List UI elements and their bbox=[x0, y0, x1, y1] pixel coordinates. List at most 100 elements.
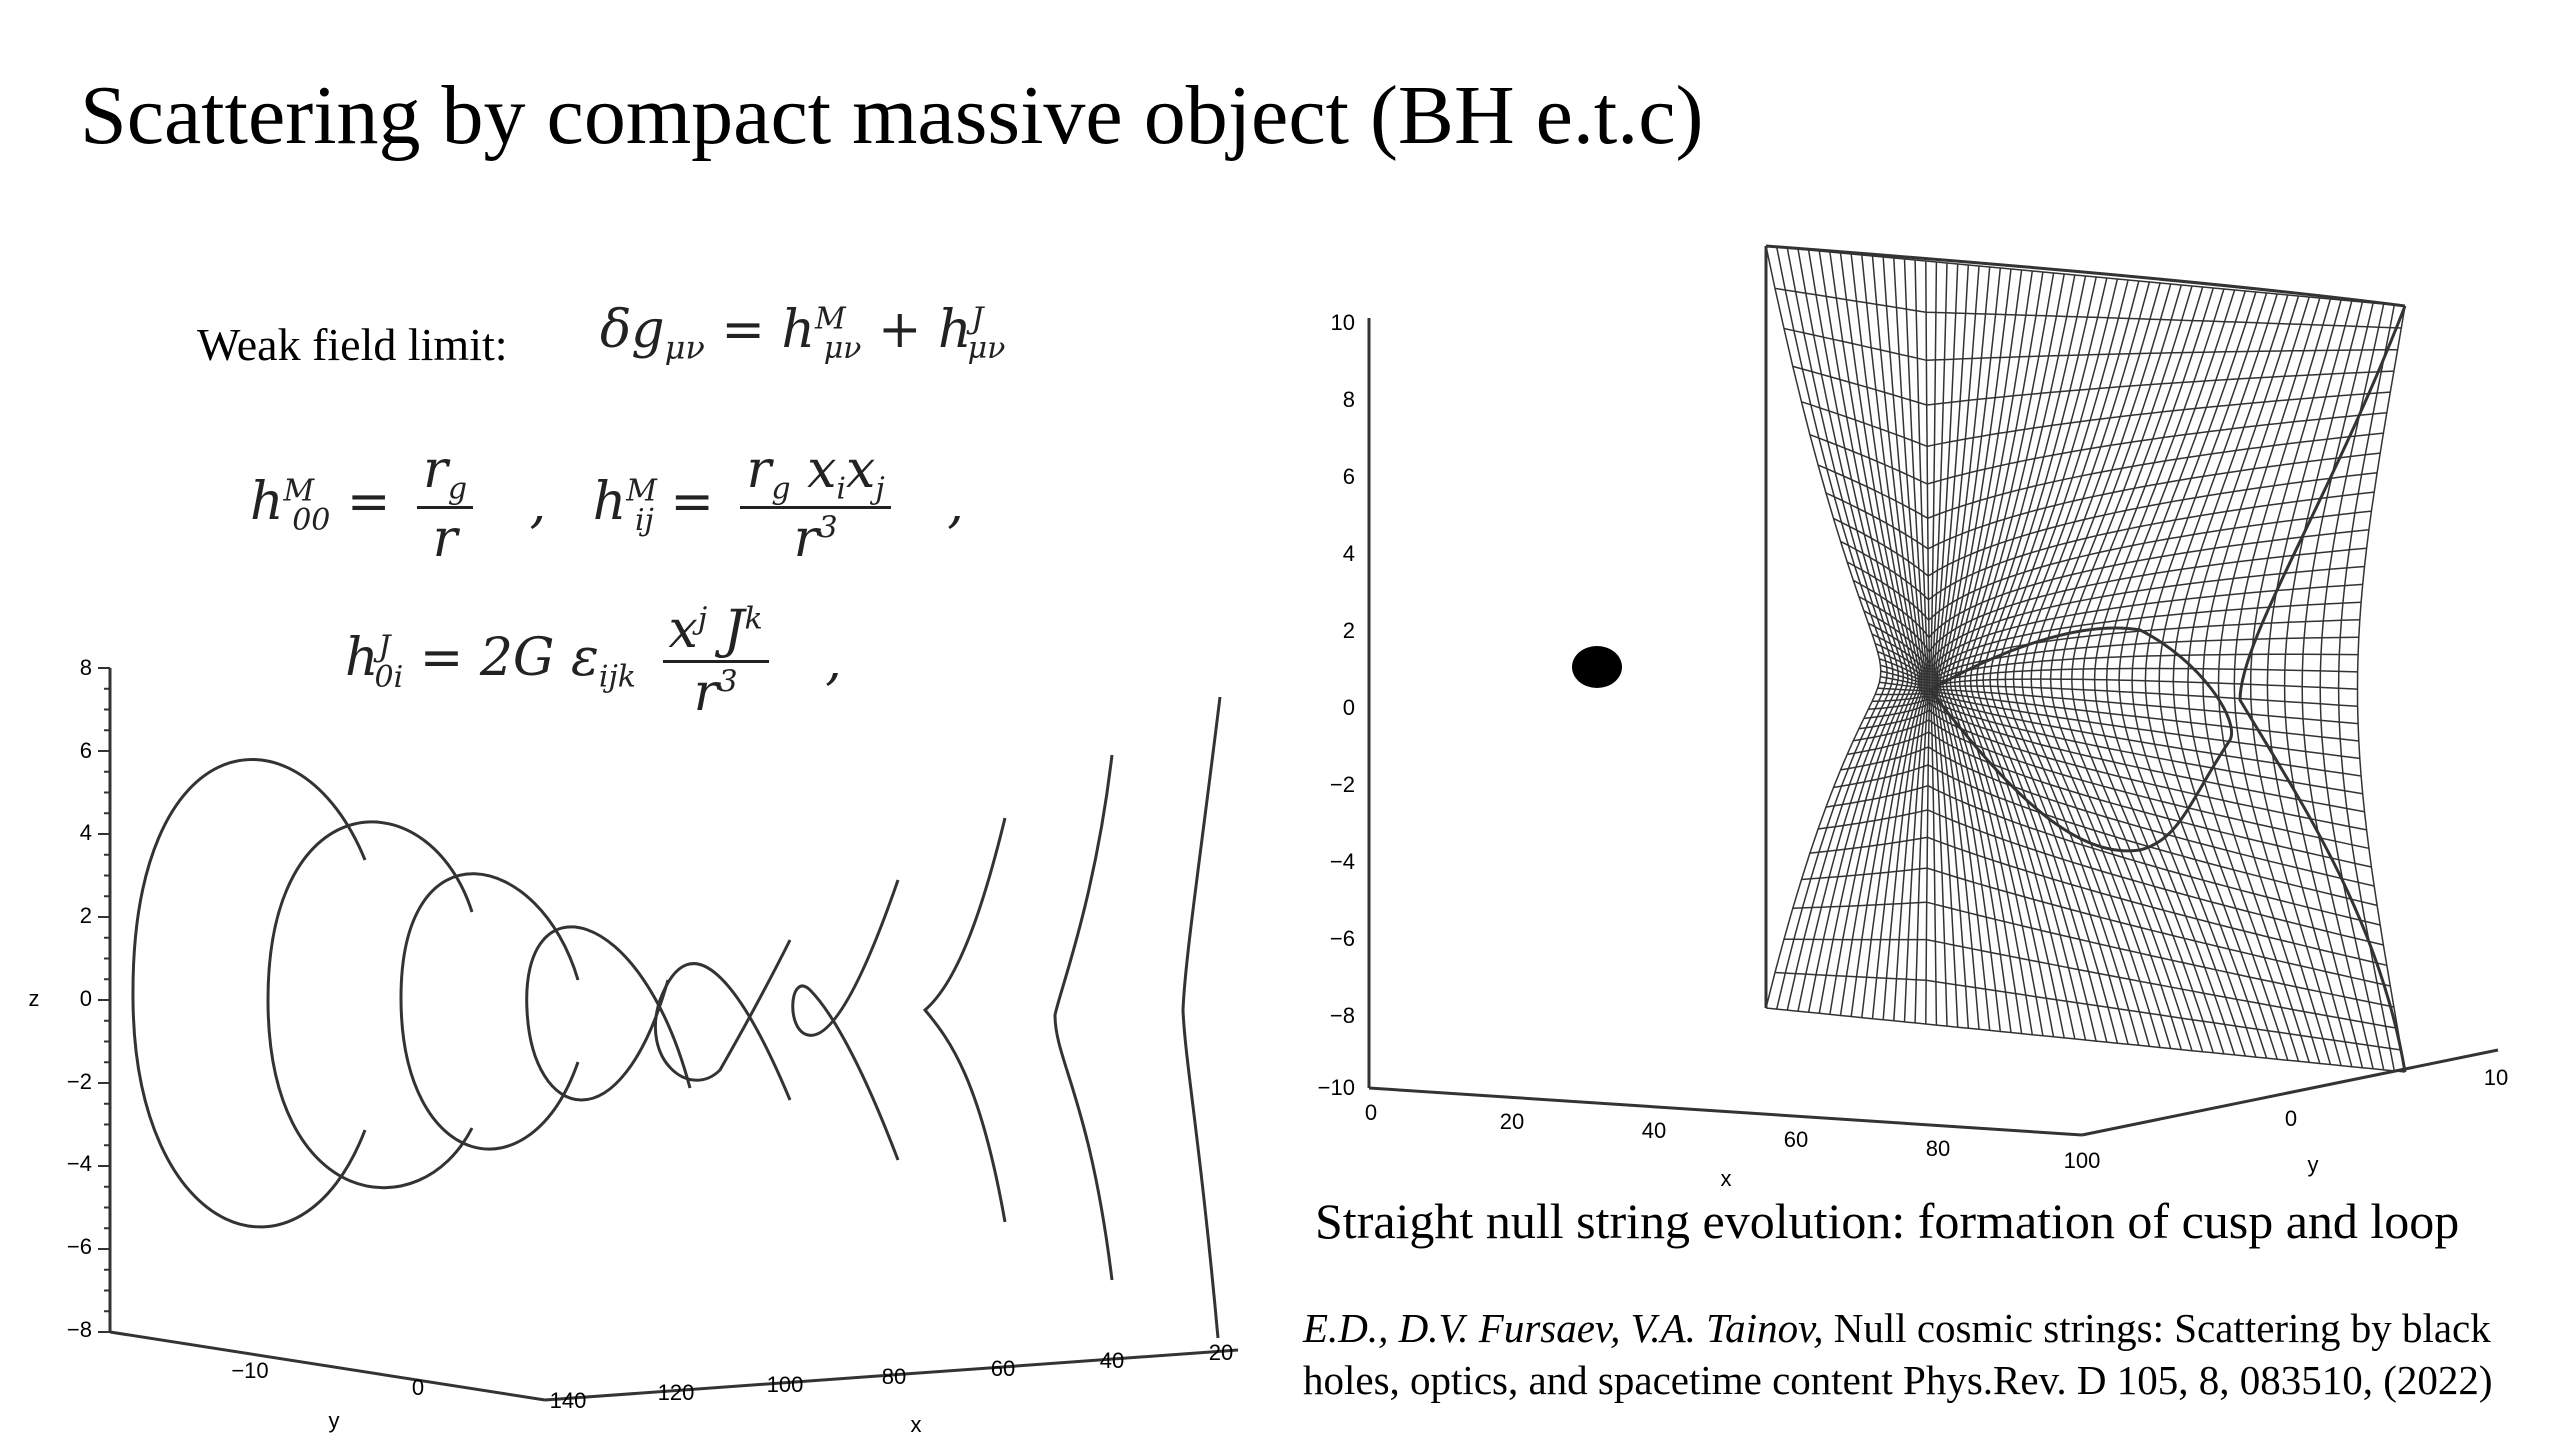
string-snapshot-4 bbox=[525, 925, 692, 1102]
mesh-line-horizontal bbox=[1809, 836, 2387, 967]
mesh-line-horizontal bbox=[1833, 763, 2378, 907]
x-tick-label: 140 bbox=[550, 1388, 587, 1413]
mesh-line-horizontal bbox=[1872, 695, 2362, 777]
mesh-line-horizontal bbox=[1858, 709, 2367, 831]
mass-terms-formula: hM00 = rg r , hMij = rg xixj r3 , bbox=[250, 440, 964, 570]
x-tick-label: 40 bbox=[1642, 1118, 1666, 1143]
mesh-line-horizontal bbox=[1840, 491, 2375, 601]
vert-tick-label: 0 bbox=[1343, 695, 1355, 720]
vert-tick-label: 4 bbox=[1343, 541, 1355, 566]
citation-authors: E.D., D.V. Fursaev, V.A. Tainov, bbox=[1303, 1305, 1824, 1351]
mesh-line-horizontal bbox=[1858, 547, 2367, 654]
x-tick-label: 60 bbox=[1784, 1127, 1808, 1152]
vert-tick-label: 2 bbox=[1343, 618, 1355, 643]
mesh-line-horizontal bbox=[1874, 619, 2360, 673]
x-tick-label: 100 bbox=[2064, 1148, 2101, 1173]
mesh-line-horizontal bbox=[1801, 867, 2391, 987]
weak-field-label: Weak field limit: bbox=[197, 319, 508, 370]
mesh-line-horizontal bbox=[1880, 664, 2358, 682]
x-tick-label: 40 bbox=[1100, 1348, 1124, 1373]
mesh-line-horizontal bbox=[1765, 1007, 2406, 1073]
vert-tick-label: −2 bbox=[1330, 772, 1355, 797]
x-axis-line bbox=[544, 1348, 1239, 1402]
mesh-line-vertical bbox=[2356, 305, 2406, 1073]
figure-caption: Straight null string evolution: formatio… bbox=[1315, 1193, 2460, 1249]
mesh-line-horizontal bbox=[1825, 784, 2381, 926]
string-scattering-plot: 8 6 4 2 0 −2 −4 −6 −8 z −10 0 y 140 120 … bbox=[29, 655, 1239, 1437]
right-axes bbox=[1367, 318, 2499, 1137]
mesh-line-horizontal bbox=[1877, 636, 2359, 676]
z-tick-label: 6 bbox=[80, 738, 92, 763]
x-tick-label: 20 bbox=[1500, 1109, 1524, 1134]
black-hole-marker bbox=[1572, 646, 1622, 688]
mesh-line-vertical bbox=[1797, 248, 1900, 1012]
vert-tick-label: 10 bbox=[1331, 310, 1355, 335]
spin-term-formula: hJ0i = 2G εijk xj Jk r3 , bbox=[345, 600, 842, 723]
z-tick-label: −2 bbox=[67, 1069, 92, 1094]
z-axis-label: z bbox=[29, 986, 40, 1011]
mesh-line-horizontal bbox=[1783, 938, 2398, 1030]
string-snapshot-7 bbox=[922, 817, 1007, 1223]
vert-tick-label: −4 bbox=[1330, 849, 1355, 874]
null-string-surface-plot: 10 8 6 4 2 0 −2 −4 −6 −8 −10 0 20 40 60 … bbox=[1318, 244, 2508, 1190]
y-tick-label: −10 bbox=[231, 1358, 268, 1383]
mesh-line-horizontal bbox=[1880, 675, 2358, 708]
mesh-line-horizontal bbox=[1783, 327, 2398, 362]
mesh-line-horizontal bbox=[1852, 529, 2369, 639]
y-axis-label: y bbox=[2308, 1152, 2319, 1177]
mesh-line-horizontal bbox=[1871, 601, 2362, 670]
mesh-line-horizontal bbox=[1846, 510, 2372, 622]
string-snapshot-9 bbox=[1181, 696, 1222, 1339]
left-axes bbox=[108, 668, 1239, 1402]
mesh-line-horizontal bbox=[1847, 731, 2372, 868]
z-tick-label: −4 bbox=[67, 1151, 92, 1176]
vert-tick-label: −10 bbox=[1318, 1075, 1355, 1100]
mesh-line-horizontal bbox=[1877, 687, 2359, 742]
string-snapshot-6 bbox=[791, 879, 900, 1161]
x-tick-label: 80 bbox=[1926, 1136, 1950, 1161]
citation-line-2: holes, optics, and spacetime content Phy… bbox=[1303, 1357, 2493, 1403]
z-tick-label: 8 bbox=[80, 655, 92, 680]
z-tick-label: −8 bbox=[67, 1317, 92, 1342]
cusp-loop-outline bbox=[1928, 626, 2233, 853]
mesh-line-horizontal bbox=[1863, 565, 2365, 665]
z-tick-label: 4 bbox=[80, 820, 92, 845]
mesh-line-horizontal bbox=[1774, 287, 2402, 329]
mesh-line-horizontal bbox=[1801, 391, 2391, 448]
slide-title: Scattering by compact massive object (BH… bbox=[80, 69, 1704, 162]
string-snapshot-2 bbox=[266, 820, 474, 1190]
x-tick-label: 80 bbox=[882, 1364, 906, 1389]
y-tick-label: 10 bbox=[2484, 1065, 2508, 1090]
surface-outline bbox=[1764, 244, 2407, 1073]
mesh-line-horizontal bbox=[1792, 365, 2394, 406]
mesh-line-horizontal bbox=[1879, 681, 2359, 725]
vert-tick-label: −6 bbox=[1330, 926, 1355, 951]
citation-line-1: Null cosmic strings: Scattering by black bbox=[1833, 1305, 2491, 1351]
x-axis-label: x bbox=[911, 1412, 922, 1437]
z-tick-label: 2 bbox=[80, 903, 92, 928]
y-axis-line bbox=[109, 1330, 546, 1402]
surface-top-edge bbox=[1765, 244, 2406, 308]
string-snapshot-1 bbox=[131, 758, 367, 1229]
y-axis-label: y bbox=[329, 1408, 340, 1433]
citation: E.D., D.V. Fursaev, V.A. Tainov, Null co… bbox=[1303, 1302, 2493, 1406]
mesh-line-horizontal bbox=[1817, 809, 2384, 946]
x-axis-label: x bbox=[1721, 1166, 1732, 1190]
x-tick-label: 100 bbox=[767, 1372, 804, 1397]
x-tick-label: 60 bbox=[991, 1356, 1015, 1381]
string-worldsheet-mesh bbox=[1765, 245, 2406, 1073]
y-tick-label: 0 bbox=[412, 1375, 424, 1400]
mesh-line-horizontal bbox=[1765, 245, 2406, 307]
x-tick-label: 20 bbox=[1209, 1340, 1233, 1365]
vert-tick-label: 6 bbox=[1343, 464, 1355, 489]
vert-tick-label: −8 bbox=[1330, 1003, 1355, 1028]
surface-right-edge bbox=[2238, 305, 2407, 1073]
x-tick-label: 120 bbox=[658, 1380, 695, 1405]
y-tick-label: 0 bbox=[2285, 1106, 2297, 1131]
z-tick-label: −6 bbox=[67, 1234, 92, 1259]
mesh-line-horizontal bbox=[1774, 971, 2402, 1051]
string-snapshot-8 bbox=[1053, 754, 1114, 1281]
x-tick-label: 0 bbox=[1365, 1100, 1377, 1125]
string-snapshot-5 bbox=[653, 939, 792, 1101]
metric-split-formula: δgμν = hMμν + hJμν bbox=[600, 300, 1006, 367]
